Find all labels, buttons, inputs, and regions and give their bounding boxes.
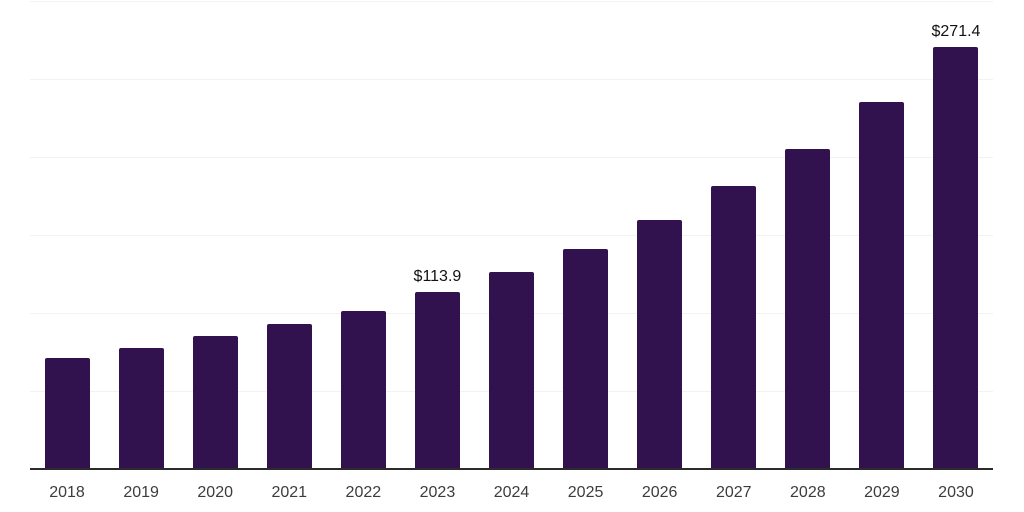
bar-slot-2022	[326, 0, 400, 470]
x-axis-label-2027: 2027	[715, 484, 752, 501]
bar-2024	[489, 272, 534, 470]
bar-slot-2028	[771, 0, 845, 470]
bar-2018	[44, 358, 90, 470]
bar-slot-2027	[697, 0, 771, 470]
bar-2028	[785, 148, 831, 470]
bar-2025	[563, 248, 609, 470]
x-axis-label-2029: 2029	[864, 484, 900, 501]
data-label-2030: $271.4	[931, 22, 981, 40]
bar-slot-2023: $113.9	[400, 0, 474, 470]
bar-2022	[340, 310, 386, 470]
x-axis-labels: 2018 2019 2020 2021 2022 2023 2024 2025 2026 2027…	[30, 472, 993, 501]
x-axis-label-2028: 2028	[790, 484, 826, 501]
x-axis-label-2025: 2025	[567, 484, 604, 501]
bar-slot-2030: $271.4	[919, 0, 993, 470]
x-axis-label-2026: 2026	[641, 484, 678, 501]
bar-2023	[414, 292, 460, 470]
x-axis-label-2018: 2018	[49, 484, 85, 501]
bar-slot-2020	[178, 0, 252, 470]
data-label-2023: $113.9	[413, 268, 462, 286]
bar-slot-2026	[623, 0, 697, 470]
bar-2020	[192, 336, 238, 470]
x-axis-label-2022: 2022	[345, 484, 382, 501]
plot-area: $113.9 $271.4	[30, 0, 993, 470]
bars-row: $113.9 $271.4	[30, 0, 993, 470]
bar-2019	[118, 348, 164, 470]
bar-2030	[933, 46, 979, 470]
x-axis-label-2023: 2023	[419, 484, 456, 501]
bar-2021	[266, 323, 312, 470]
bar-slot-2029	[845, 0, 919, 470]
x-axis-label-2019: 2019	[123, 484, 159, 501]
x-axis-label-2020: 2020	[197, 484, 233, 501]
bar-slot-2019	[104, 0, 178, 470]
bar-slot-2024	[474, 0, 548, 470]
bar-2029	[859, 102, 905, 470]
x-axis-label-2021: 2021	[271, 484, 308, 501]
x-axis-label-2024: 2024	[493, 484, 530, 501]
bar-slot-2018	[30, 0, 104, 470]
x-axis-label-2030: 2030	[938, 484, 974, 501]
bar-slot-2021	[252, 0, 326, 470]
x-axis-line	[30, 468, 993, 470]
bar-slot-2025	[549, 0, 623, 470]
bar-2027	[711, 186, 757, 470]
bar-2026	[637, 219, 683, 470]
